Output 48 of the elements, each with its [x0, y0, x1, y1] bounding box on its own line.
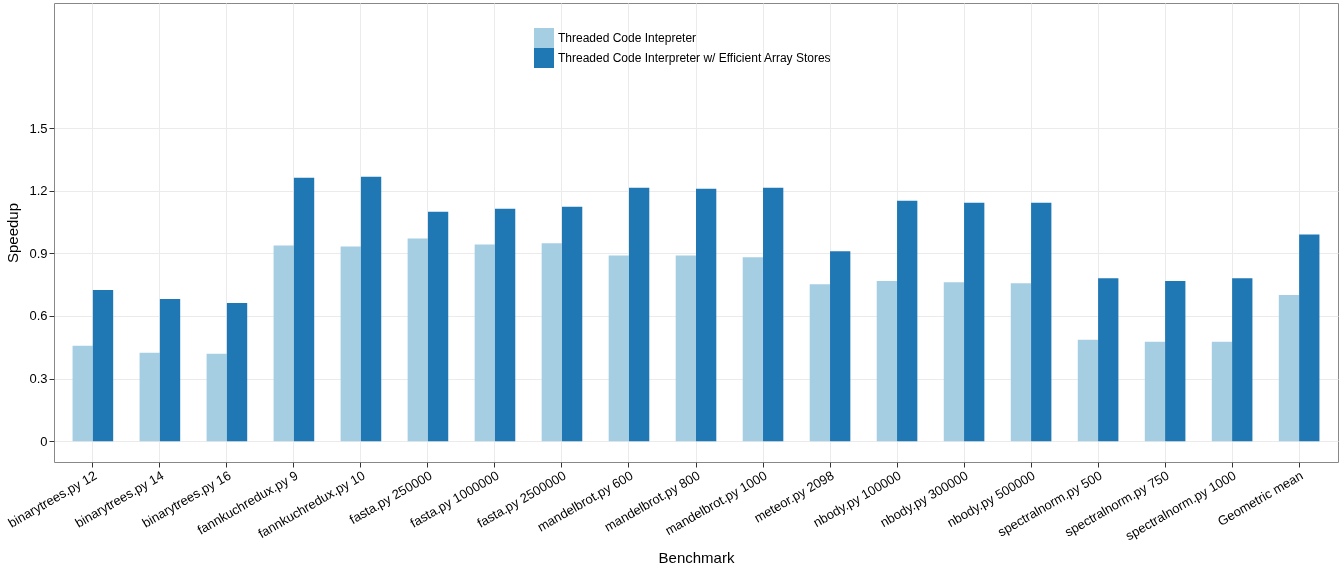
bar	[608, 255, 629, 442]
bar	[1211, 341, 1233, 442]
y-tick-label: 1.5	[29, 120, 48, 136]
bar	[1010, 283, 1032, 442]
bar	[809, 284, 831, 442]
bar	[628, 187, 650, 442]
bar	[964, 202, 985, 442]
y-tick-label: 1.2	[29, 183, 48, 199]
bar	[293, 177, 315, 442]
bar	[1077, 339, 1099, 442]
bar	[139, 352, 160, 442]
legend-label: Threaded Code Interpreter w/ Efficient Array Stores	[558, 51, 831, 65]
bar	[1098, 278, 1119, 442]
bar	[696, 188, 717, 442]
bar	[494, 208, 516, 442]
y-tick-label: 0.9	[29, 245, 48, 261]
bar	[876, 281, 898, 442]
bar	[427, 211, 449, 442]
bar	[1299, 234, 1320, 442]
bar	[830, 251, 851, 442]
bar	[763, 187, 784, 442]
legend-label: Threaded Code Intepreter	[558, 31, 697, 45]
x-axis-title: Benchmark	[658, 549, 735, 567]
bar	[206, 353, 227, 442]
bar	[474, 244, 495, 442]
y-tick-label: 0	[40, 433, 48, 449]
bar	[273, 245, 294, 442]
y-tick-label: 0.6	[29, 308, 48, 324]
bar	[360, 176, 382, 442]
bar	[1031, 202, 1052, 442]
bar	[340, 246, 361, 442]
bar	[407, 238, 428, 442]
y-axis-title: Speedup	[4, 202, 22, 264]
bar	[1165, 281, 1186, 442]
bar	[1232, 278, 1253, 442]
bar	[943, 282, 965, 442]
bar	[226, 303, 248, 442]
y-tick-label: 0.3	[29, 371, 48, 387]
bar	[72, 345, 93, 442]
bar	[675, 255, 696, 442]
bar	[541, 243, 562, 442]
bar	[1278, 295, 1300, 442]
bar	[897, 200, 918, 442]
bar	[159, 299, 181, 442]
bar	[561, 206, 583, 442]
bar	[742, 257, 764, 442]
bar	[1144, 341, 1166, 442]
bar	[92, 290, 114, 442]
